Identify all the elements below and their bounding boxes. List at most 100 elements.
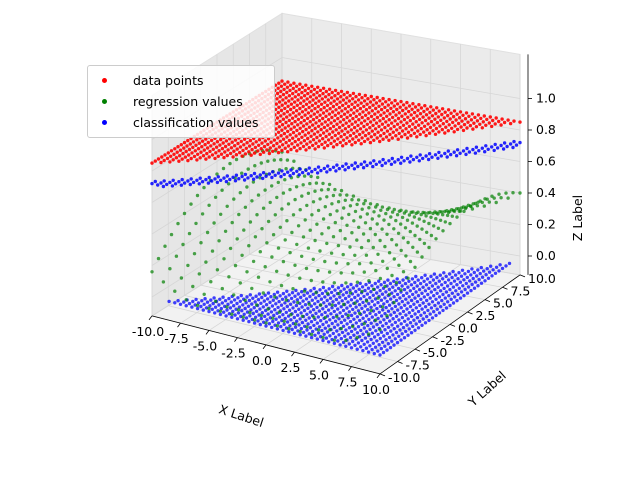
classification-point [188, 182, 192, 187]
data-point [214, 145, 219, 149]
regression-point [234, 157, 239, 162]
data-point [196, 152, 200, 156]
data-point [395, 102, 400, 106]
classification-point [228, 177, 232, 182]
regression-point [221, 166, 226, 171]
classification-point [292, 331, 297, 335]
classification-point [213, 305, 218, 309]
classification-point [418, 281, 423, 286]
data-point [321, 111, 326, 115]
regression-point [372, 210, 376, 214]
classification-point [349, 329, 354, 334]
classification-point [437, 279, 441, 283]
classification-point [376, 332, 380, 337]
regression-point [357, 262, 362, 266]
classification-point [507, 261, 512, 266]
data-point [376, 130, 380, 134]
classification-point [313, 333, 317, 337]
data-point [487, 121, 491, 125]
data-point [380, 102, 385, 106]
data-point [316, 104, 320, 109]
data-point [320, 97, 324, 101]
classification-point [341, 324, 346, 328]
classification-point [464, 152, 468, 157]
classification-point [298, 167, 302, 171]
data-point [262, 144, 267, 149]
data-point [278, 139, 282, 143]
regression-point [355, 202, 359, 207]
classification-point [454, 289, 458, 293]
classification-point [358, 281, 362, 286]
data-point [381, 96, 385, 101]
regression-point [360, 207, 364, 211]
data-point [390, 115, 395, 120]
data-point [230, 140, 234, 144]
data-point [276, 150, 281, 155]
data-point [362, 99, 367, 103]
regression-point [417, 217, 421, 221]
tick-labels: -10.0 -7.5 -5.0 -2.5 0.0 2.5 5.0 7.5 10.0-10.0-7… [132, 91, 556, 397]
classification-point [392, 327, 396, 331]
classification-point [273, 308, 277, 312]
data-point [292, 145, 296, 149]
y-tick [519, 274, 526, 278]
data-point [463, 117, 468, 121]
classification-point [427, 302, 431, 306]
classification-point [325, 298, 329, 303]
data-point [168, 160, 172, 164]
regression-point [276, 246, 281, 250]
data-point [419, 106, 424, 110]
regression-point [353, 301, 357, 305]
data-point [351, 97, 355, 101]
data-point [418, 132, 422, 137]
data-point [187, 147, 192, 152]
data-point [451, 120, 455, 125]
regression-point [268, 200, 272, 205]
classification-point [334, 297, 339, 302]
data-point [201, 154, 206, 158]
data-point [308, 95, 313, 99]
data-point [284, 96, 288, 100]
regression-point [438, 218, 443, 222]
data-point [441, 122, 445, 126]
data-point [172, 152, 176, 156]
data-point [362, 104, 366, 109]
regression-point [457, 209, 461, 213]
data-point [285, 110, 290, 114]
regression-point [296, 224, 301, 228]
regression-point [316, 268, 320, 273]
classification-point [308, 310, 312, 314]
classification-point [239, 293, 243, 298]
classification-point [208, 304, 212, 308]
data-point [417, 103, 421, 107]
data-point [336, 116, 340, 121]
regression-point [291, 287, 295, 291]
classification-point [251, 177, 256, 181]
data-point [283, 146, 287, 150]
classification-point [368, 161, 373, 165]
data-point [469, 118, 474, 122]
regression-point [337, 291, 341, 296]
classification-point [368, 327, 372, 332]
data-marks [150, 79, 522, 357]
data-point [310, 84, 314, 89]
classification-point [219, 178, 223, 182]
classification-point [339, 336, 343, 341]
classification-point [210, 307, 214, 311]
data-point [306, 136, 310, 141]
classification-point [346, 165, 351, 170]
classification-point [444, 306, 449, 310]
regression-point [343, 237, 347, 241]
regression-point [300, 194, 304, 198]
classification-point [399, 161, 403, 165]
regression-point [320, 232, 324, 236]
data-point [280, 148, 284, 153]
x-tick-label: -2.5 [221, 346, 245, 361]
classification-point [423, 289, 428, 293]
regression-point [235, 237, 239, 241]
classification-point [439, 305, 443, 309]
regression-point [368, 226, 373, 231]
data-point [369, 114, 374, 119]
classification-point [378, 336, 382, 341]
data-point [159, 160, 163, 165]
